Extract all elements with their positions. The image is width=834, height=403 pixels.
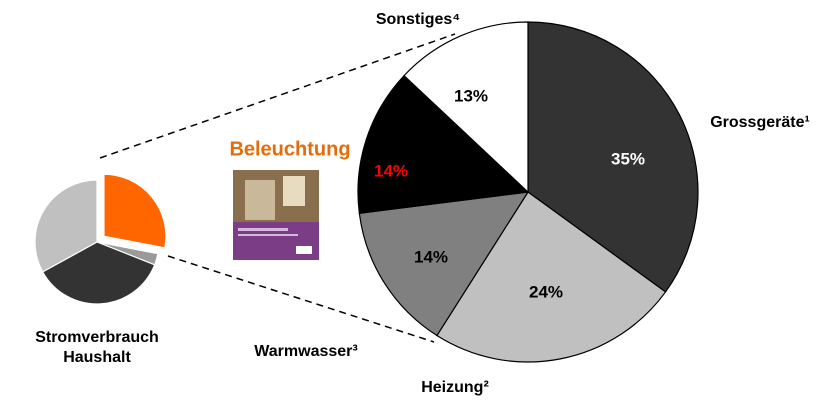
value-label: 13% xyxy=(454,86,488,105)
value-label: 14% xyxy=(414,247,448,266)
value-label: 14% xyxy=(374,161,408,180)
pie-title: Stromverbrauch xyxy=(35,329,159,346)
chart: Stromverbrauch Haushalt 35% Grossgeräte¹ 24%… xyxy=(0,0,834,403)
category-label: Heizung² xyxy=(421,379,489,396)
brochure-thumbnail xyxy=(233,170,319,260)
value-label: 24% xyxy=(529,282,563,301)
category-label: Sonstiges⁴ xyxy=(376,11,460,28)
annotation: Beleuchtung xyxy=(229,138,350,160)
category-label: Grossgeräte¹ xyxy=(710,114,810,131)
pie-title: Haushalt xyxy=(63,349,131,366)
page: {"chart_data": [ {"type": "pie", "title"… xyxy=(0,0,834,403)
value-label: 35% xyxy=(611,149,645,168)
category-label: Warmwasser³ xyxy=(254,343,357,360)
pie-slice xyxy=(104,174,166,248)
